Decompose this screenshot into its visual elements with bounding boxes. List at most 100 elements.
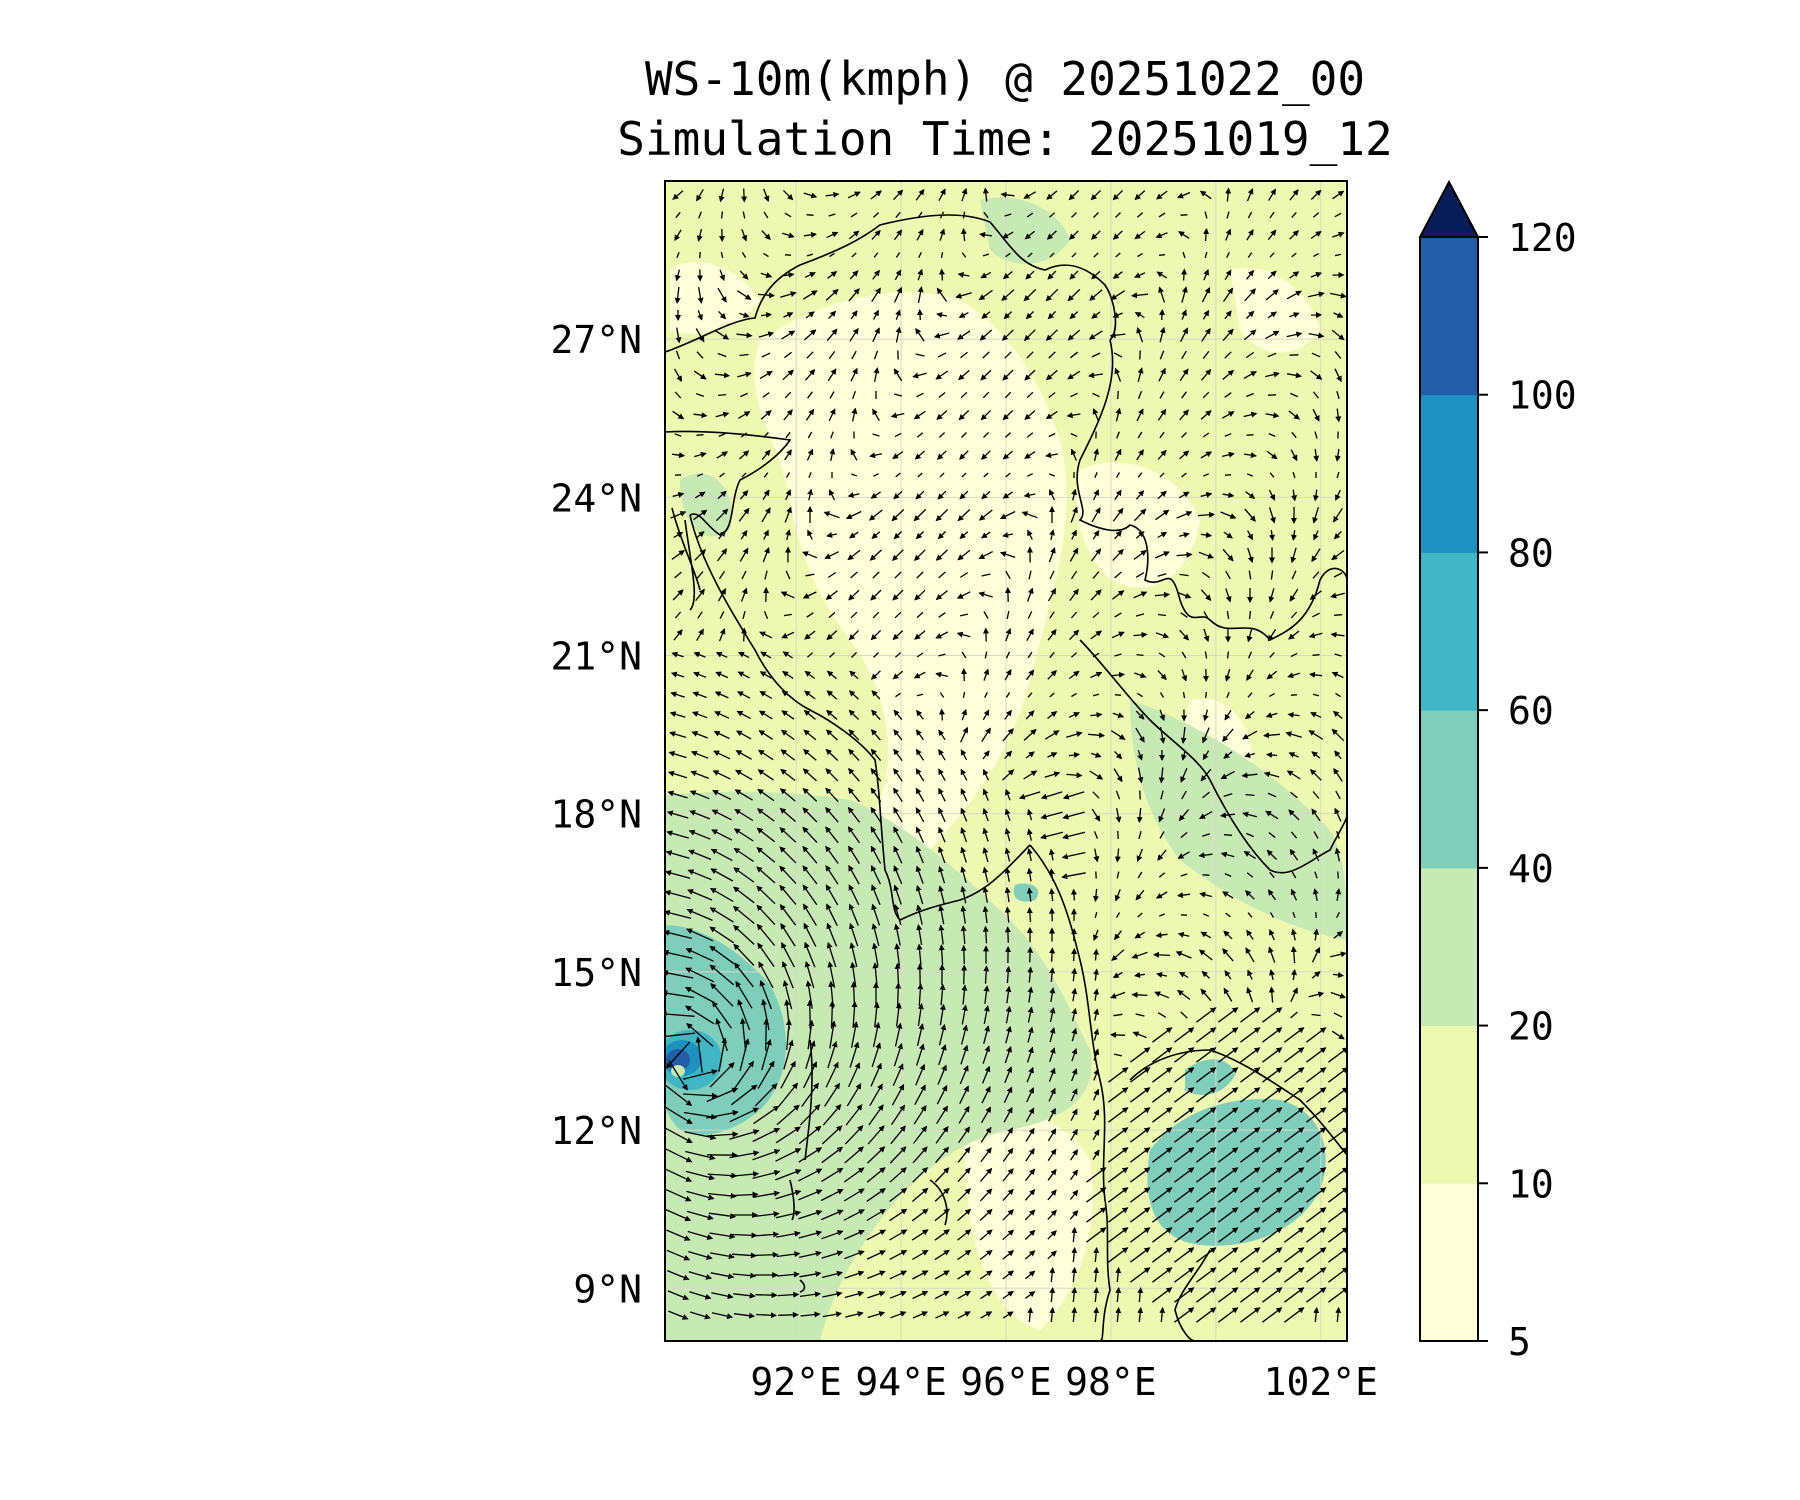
wind-vector [938, 768, 946, 782]
wind-vector [693, 509, 708, 521]
wind-vector [1040, 791, 1063, 800]
wind-vector [782, 651, 793, 659]
wind-vector [978, 591, 993, 598]
wind-vector [1092, 693, 1100, 697]
wind-vector [697, 310, 703, 321]
wind-vector [961, 472, 967, 478]
wind-vector [1246, 229, 1254, 241]
wind-vector [763, 611, 769, 619]
wind-vector [1047, 588, 1057, 602]
wind-vector [1198, 551, 1214, 559]
wind-vector [1111, 671, 1125, 678]
wind-vector [1333, 767, 1343, 782]
wind-vector [938, 787, 946, 802]
wind-vector [1312, 612, 1320, 618]
wind-vector [717, 393, 727, 397]
wind-vector [1159, 726, 1166, 744]
wind-vector [1025, 311, 1034, 320]
longitude-tick-label: 98°E [1065, 1360, 1157, 1404]
wind-vector [1093, 448, 1100, 461]
wind-vector [894, 269, 902, 281]
wind-vector [1088, 330, 1103, 340]
wind-vector [1308, 291, 1325, 298]
wind-vector [1222, 287, 1234, 302]
wind-vector [1225, 187, 1232, 202]
wind-vector [981, 490, 991, 500]
wind-vector [1115, 472, 1121, 478]
wind-vector [806, 612, 814, 618]
wind-vector [1312, 507, 1319, 524]
wind-vector [802, 807, 818, 823]
wind-vector [741, 627, 748, 642]
wind-vector [1004, 808, 1011, 821]
wind-vector [785, 529, 791, 541]
wind-vector [916, 709, 924, 720]
colorbar-tick-label: 80 [1508, 531, 1554, 575]
wind-vector [1334, 750, 1342, 760]
wind-vector [1094, 471, 1098, 479]
wind-vector [978, 551, 993, 559]
wind-vector [696, 628, 704, 641]
wind-vector [1220, 770, 1235, 780]
wind-vector [826, 328, 838, 342]
wind-vector [1179, 409, 1189, 421]
wind-vector [717, 490, 727, 500]
wind-vector [1243, 411, 1258, 418]
wind-vector [1159, 309, 1165, 321]
wind-vector [758, 730, 774, 740]
wind-vector [1134, 312, 1145, 318]
wind-vector [1024, 410, 1036, 420]
wind-vector [1159, 692, 1165, 698]
wind-vector [689, 790, 710, 800]
wind-vector [693, 412, 708, 419]
wind-vector [1179, 368, 1189, 382]
wind-vector [1005, 252, 1011, 258]
wind-vector [741, 252, 747, 258]
wind-vector [1045, 369, 1058, 381]
wind-vector [938, 708, 945, 721]
wind-vector [980, 409, 992, 421]
wind-vector [1244, 508, 1256, 522]
wind-vector [807, 529, 813, 540]
wind-vector [829, 1000, 836, 1029]
wind-vector [893, 787, 903, 803]
wind-vector [829, 652, 835, 658]
wind-vector [825, 787, 839, 803]
wind-vector [1023, 492, 1036, 499]
wind-vector [1087, 732, 1105, 739]
wind-vector [1157, 449, 1167, 460]
wind-vector [1137, 750, 1143, 761]
wind-vector [763, 472, 769, 478]
wind-vector [1247, 252, 1253, 258]
wind-vector [915, 768, 925, 782]
wind-vector [1070, 652, 1078, 658]
wind-vector [674, 391, 682, 399]
wind-vector [716, 548, 728, 562]
wind-vector [1335, 692, 1341, 698]
wind-vector [827, 271, 838, 279]
wind-vector [1308, 730, 1324, 740]
wind-vector [1066, 412, 1081, 419]
wind-vector [720, 251, 724, 259]
wind-vector [780, 768, 796, 782]
wind-vector [784, 351, 792, 359]
wind-vector [1203, 268, 1209, 281]
wind-vector [697, 286, 704, 304]
wind-vector [851, 390, 857, 400]
wind-vector [1026, 351, 1034, 359]
wind-vector [915, 787, 925, 802]
wind-vector [1312, 212, 1320, 218]
wind-vector [979, 329, 993, 341]
wind-vector [1268, 433, 1276, 437]
wind-vector [1331, 549, 1345, 561]
wind-vector [674, 433, 682, 437]
wind-vector [784, 506, 792, 523]
wind-vector [870, 629, 882, 641]
wind-vector [1093, 252, 1099, 258]
wind-vector [1027, 611, 1033, 619]
wind-vector [761, 352, 771, 358]
wind-vector [1027, 529, 1033, 540]
wind-vector [870, 748, 882, 762]
wind-vector [892, 670, 904, 680]
wind-vector [1112, 712, 1125, 718]
